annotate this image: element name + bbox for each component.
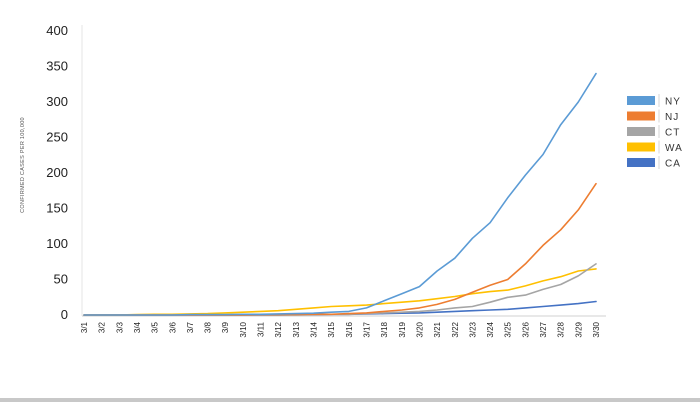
x-tick-label: 3/26	[521, 321, 530, 337]
legend-swatch-wa	[627, 142, 655, 152]
x-tick-label: 3/7	[186, 321, 195, 333]
series-line-ct	[83, 263, 597, 316]
x-tick-label: 3/11	[257, 321, 266, 337]
x-tick-label: 3/22	[451, 321, 460, 337]
y-tick-label: 0	[61, 307, 68, 322]
legend-swatch-ct	[627, 127, 655, 136]
legend-label-nj: NJ	[665, 112, 679, 123]
x-tick-label: 3/6	[168, 321, 177, 333]
y-tick-labels: 0 50 100 150 200 250 300 350 400	[46, 23, 68, 322]
x-tick-label: 3/5	[151, 321, 160, 333]
x-tick-label: 3/27	[539, 321, 548, 337]
x-tick-labels: 3/1 3/2 3/3 3/4 3/5 3/6 3/7 3/8 3/9 3/10 3/11 3/12 3…	[80, 321, 601, 337]
x-tick-label: 3/20	[415, 321, 424, 337]
series-line-ca	[83, 300, 597, 316]
y-axis-label: CONFIRMED CASES PER 100,000	[20, 117, 26, 213]
legend-label-wa: WA	[665, 143, 683, 154]
bottom-divider	[0, 398, 700, 402]
x-tick-label: 3/12	[274, 321, 283, 337]
legend-swatch-nj	[627, 111, 655, 121]
x-tick-label: 3/2	[98, 321, 107, 333]
x-tick-label: 3/15	[327, 321, 336, 337]
x-tick-label: 3/13	[292, 321, 301, 337]
x-tick-label: 3/14	[310, 321, 319, 337]
x-tick-label: 3/18	[380, 321, 389, 337]
y-tick-label: 200	[46, 165, 68, 180]
x-tick-label: 3/21	[433, 321, 442, 337]
x-tick-label: 3/1	[80, 321, 89, 333]
x-tick-label: 3/24	[486, 321, 495, 337]
legend-label-ca: CA	[665, 159, 681, 170]
legend-swatch-ca	[627, 158, 655, 167]
x-tick-label: 3/29	[574, 321, 583, 337]
x-tick-label: 3/4	[133, 321, 142, 333]
x-tick-label: 3/23	[468, 321, 477, 337]
x-tick-label: 3/16	[345, 321, 354, 337]
y-tick-label: 150	[46, 201, 68, 216]
legend: NY NJ CT WA CA	[627, 94, 683, 170]
y-tick-label: 400	[46, 23, 68, 38]
y-tick-label: 350	[46, 59, 68, 74]
x-tick-label: 3/30	[592, 321, 601, 337]
series-lines	[83, 72, 597, 316]
x-tick-label: 3/9	[221, 321, 230, 333]
y-tick-label: 250	[46, 130, 68, 145]
y-tick-label: 300	[46, 94, 68, 109]
x-tick-label: 3/17	[362, 321, 371, 337]
legend-swatch-ny	[627, 96, 655, 105]
x-tick-label: 3/8	[204, 321, 213, 333]
x-tick-label: 3/25	[504, 321, 513, 337]
y-tick-label: 50	[54, 272, 68, 287]
x-tick-label: 3/3	[115, 321, 124, 333]
legend-label-ny: NY	[665, 97, 681, 108]
legend-label-ct: CT	[665, 128, 680, 139]
series-line-ny	[83, 72, 597, 316]
y-tick-label: 100	[46, 236, 68, 251]
x-tick-label: 3/10	[239, 321, 248, 337]
x-tick-label: 3/19	[398, 321, 407, 337]
x-tick-label: 3/28	[557, 321, 566, 337]
